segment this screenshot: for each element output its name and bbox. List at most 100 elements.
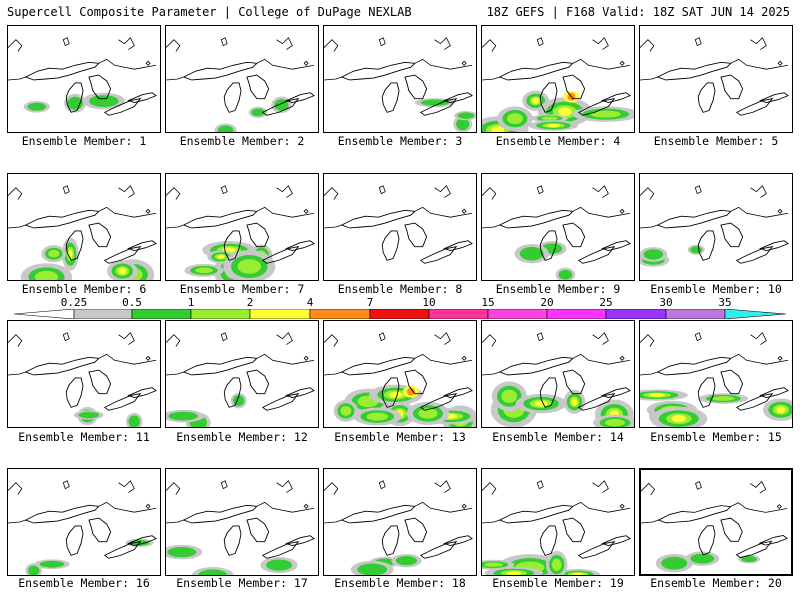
coastline [118,37,135,50]
coastline [378,332,386,342]
coastline [572,58,609,70]
scp-contour-fill [418,408,438,419]
coastline [324,187,339,200]
scp-contour-fill [547,123,560,128]
scp-contour-fill [519,246,544,261]
scp-contour-fill [558,269,573,280]
coastline [414,353,451,365]
ensemble-member-label: Ensemble Member: 10 [650,282,782,296]
scp-contour-fill [118,267,127,275]
scp-contour-fill [128,415,140,427]
coastline [750,185,767,198]
coastline [776,504,782,510]
scp-contour-fill [420,99,450,106]
coastline [750,332,767,345]
great-lake-outline [127,387,157,399]
great-lake-outline [498,504,574,524]
coastline [292,359,315,365]
scp-contour-fill [198,569,228,575]
color-scale-tick-label: 15 [481,296,495,309]
coastline [592,332,609,345]
coastline [694,37,702,47]
coastline [461,60,467,66]
great-lake-outline [759,92,789,104]
coastline [608,359,631,365]
coastline [98,58,135,70]
coastline [276,480,293,493]
coastline [450,359,473,365]
coastline [572,353,609,365]
color-scale-tick-label: 0.5 [122,296,142,309]
coastline [695,481,702,490]
coastline [8,482,23,495]
color-scale-tick-label: 35 [718,296,732,309]
scp-contour-fill [389,391,403,398]
coastline [608,212,631,218]
great-lake-outline [223,525,242,556]
great-lake-outline [720,517,743,542]
coastline [303,355,309,361]
coastline [256,58,293,70]
coastline [62,332,70,342]
coastline [572,501,609,513]
ensemble-member-map [481,320,635,428]
great-lake-outline [577,540,616,559]
coastline [750,37,767,50]
ensemble-member-map [639,468,793,576]
great-lake-outline [127,535,157,547]
coastline [292,64,315,70]
coastline [134,64,157,70]
great-lake-outline [601,387,631,399]
scp-contour-fill [457,112,475,119]
great-lake-outline [103,540,142,559]
great-lake-outline [419,392,458,411]
coastline [324,224,342,229]
great-lake-outline [65,230,84,261]
great-lake-outline [88,517,112,543]
great-lake-outline [340,209,416,229]
coastline [166,187,181,200]
ensemble-member-label: Ensemble Member: 4 [495,134,621,148]
coastline [766,64,789,70]
scp-contour-fill [251,108,265,117]
coastline [166,224,184,229]
coastline [134,359,157,365]
coastline [220,37,228,47]
color-scale-tick-label: 25 [599,296,613,309]
coastline [536,480,544,490]
color-scale-tick-label: 20 [540,296,554,309]
coastline [303,60,309,66]
coastline [98,501,135,513]
coastline [749,480,767,494]
great-lake-outline [65,525,84,556]
coastline [292,507,315,513]
color-scale-segment [190,309,251,319]
ensemble-member-label: Ensemble Member: 15 [650,430,782,444]
great-lake-outline [419,97,458,116]
ensemble-member-label: Ensemble Member: 1 [21,134,147,148]
great-lake-outline [246,222,270,248]
great-lake-outline [223,230,242,261]
color-scale-segment [487,309,548,319]
scp-contour-fill [89,95,119,107]
coastline [145,503,151,509]
scp-contour-fill [571,398,578,406]
color-scale-segment [605,309,667,319]
scp-contour-fill [501,389,518,403]
map-plot [324,37,476,132]
color-scale-tick-label: 0.25 [60,296,88,309]
coastline [572,206,609,218]
ensemble-member-map [165,468,319,576]
great-lake-outline [223,377,242,408]
coastline [482,39,497,52]
scp-contour-fill [395,556,417,566]
map-plot [641,480,788,573]
coastline [166,76,184,81]
great-lake-outline [246,74,270,100]
coastline [640,371,658,376]
ensemble-member-map [7,25,161,133]
run-valid-time: 18Z GEFS | F168 Valid: 18Z SAT JUN 14 20… [486,5,790,19]
scp-contour-fill [671,415,686,423]
great-lake-outline [127,240,157,252]
coastline [766,359,789,365]
